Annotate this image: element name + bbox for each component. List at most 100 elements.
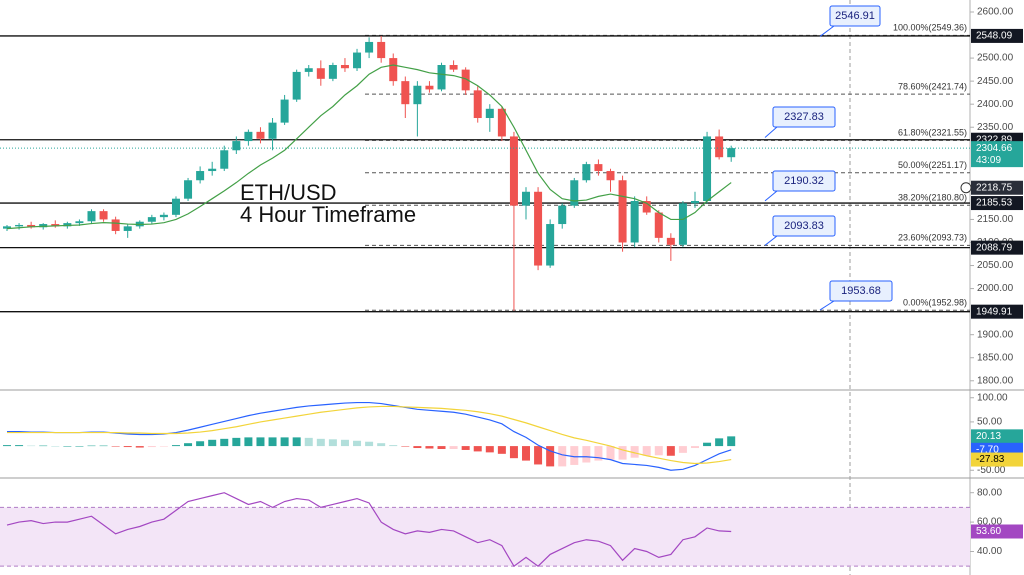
axis-tag [971, 429, 1023, 444]
y-tick-label: 2350.00 [977, 122, 1014, 133]
y-tick-label: 2500.00 [977, 53, 1014, 64]
axis-tag [971, 240, 1023, 255]
y-tick-label: 2400.00 [977, 99, 1014, 110]
candle-body [497, 108, 506, 137]
y-tick-label: 2450.00 [977, 76, 1014, 87]
histogram-bar [437, 446, 446, 449]
histogram-bar [497, 446, 506, 454]
price-tag [971, 141, 1023, 168]
y-tick-label: 2050.00 [977, 260, 1014, 271]
histogram-bar [401, 446, 410, 447]
histogram-bar [558, 446, 567, 467]
candle-body [449, 65, 458, 70]
candle-body [666, 237, 675, 245]
indicator-line [7, 405, 732, 465]
y-tick-label: 2000.00 [977, 283, 1014, 294]
candle-body [558, 205, 567, 225]
histogram-bar [328, 439, 337, 447]
indicator-line [7, 401, 732, 471]
candle-body [727, 148, 736, 158]
callout-box [829, 280, 893, 302]
y-tick-label: 1850.00 [977, 352, 1014, 363]
axis-tag [971, 180, 1023, 195]
candle-body [232, 141, 241, 151]
candle-body [51, 224, 60, 227]
candle-body [425, 85, 434, 90]
axis-tag [971, 28, 1023, 43]
candle-body [546, 224, 555, 266]
candle-body [401, 81, 410, 105]
candle-body [87, 211, 96, 222]
callout-label: 2546.91 [835, 10, 875, 22]
callout-pointer [819, 300, 835, 311]
rsi-line [6, 492, 732, 568]
histogram-bar [340, 439, 349, 447]
candle-body [389, 58, 398, 82]
axis-tag-label: -7.70 [976, 444, 999, 455]
callout-label: 2190.32 [784, 175, 824, 187]
candle-body [703, 136, 712, 201]
histogram-bar [461, 446, 470, 450]
candle-body [39, 224, 48, 228]
fib-label: 38.20%(2180.80) [898, 193, 967, 203]
histogram-bar [123, 446, 132, 448]
histogram-bar [473, 446, 482, 452]
callout-pointer [764, 235, 778, 246]
candle-body [220, 150, 229, 169]
histogram-bar [3, 445, 11, 447]
y-tick-label: 1800.00 [977, 375, 1014, 386]
candle-body [111, 219, 120, 231]
histogram-bar [280, 437, 289, 447]
candle-body [316, 68, 325, 79]
histogram-bar [413, 446, 422, 449]
candle-body [437, 65, 446, 90]
candle-body [340, 65, 349, 69]
histogram-bar [485, 446, 494, 453]
axis-tag [971, 304, 1023, 319]
axis-tag-label: -27.83 [976, 454, 1005, 465]
candle-body [15, 224, 24, 227]
histogram-bar [365, 441, 374, 447]
moving-average [6, 64, 732, 230]
candle-body [473, 90, 482, 119]
histogram-bar [171, 445, 180, 447]
histogram-bar [618, 446, 627, 460]
candle-body [292, 71, 301, 100]
candle-body [570, 180, 579, 206]
y-tick-label: -50.00 [977, 465, 1006, 476]
axis-tag [971, 452, 1023, 467]
histogram-bar [232, 437, 241, 447]
histogram-bar [606, 446, 615, 460]
candle-body [654, 212, 663, 238]
histogram-bar [244, 437, 253, 447]
histogram-bar [220, 438, 229, 447]
histogram-bar [678, 446, 687, 453]
candle-body [582, 164, 591, 181]
crosshair-icon [960, 182, 972, 194]
histogram-bar [256, 437, 265, 447]
y-tick-label: 60.00 [977, 517, 1002, 528]
candle-body [3, 226, 11, 229]
candle-body [27, 224, 36, 228]
histogram-bar [184, 443, 193, 447]
candle-body [99, 211, 108, 220]
histogram-bar [27, 445, 36, 447]
histogram-bar [642, 446, 651, 456]
histogram-bar [703, 442, 712, 447]
candle-body [159, 214, 168, 218]
callout-box [829, 5, 881, 27]
histogram-bar [534, 446, 543, 465]
candle-body [690, 200, 699, 204]
axis-tag-label: 2322.89 [976, 134, 1013, 145]
histogram-bar [51, 446, 60, 447]
histogram-bar [522, 446, 531, 461]
histogram-bar [87, 445, 96, 447]
histogram-bar [316, 438, 325, 447]
candle-body [594, 164, 603, 172]
candle-body [509, 136, 518, 206]
histogram-bar [630, 446, 639, 458]
y-tick-label: 40.00 [977, 546, 1002, 557]
fib-label: 78.60%(2421.74) [898, 82, 967, 92]
price-tag-label: 2304.66 [976, 143, 1013, 154]
